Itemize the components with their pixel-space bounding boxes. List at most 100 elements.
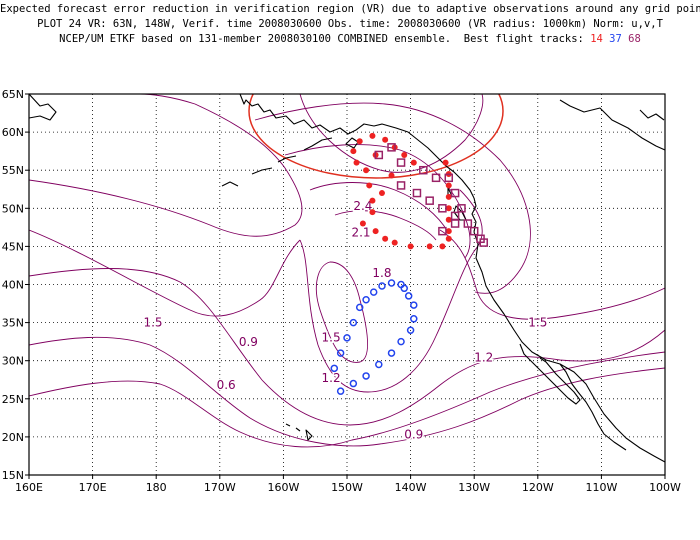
header-line-2: PLOT 24 VR: 63N, 148W, Verif. time 20080… [37,18,663,30]
contour-label: 0.9 [404,427,423,441]
track-14-point [356,138,363,145]
track-label-14: 14 [590,33,603,45]
track-14-point [445,216,452,223]
x-tick-label: 150W [331,481,363,494]
us-west-coast [473,231,665,463]
hawaii-2 [295,427,301,432]
track-37-point [355,303,364,312]
hawaii-3 [305,429,313,441]
contour-label: 1.5 [322,331,341,345]
aleutian-2 [251,167,273,175]
contour-1-5-west [29,229,301,317]
flight-tracks [330,132,488,395]
contour-label: 1.2 [474,350,493,364]
map-axes: 160E 170E 180 170W 160W 150W 140W 130W 120W 110W 1… [2,88,681,494]
track-14-point [445,235,452,242]
y-tick-label: 25N [2,393,24,406]
map-gridlines [29,94,665,475]
y-tick-label: 55N [2,164,24,177]
track-68-point [438,204,447,213]
contour-1-5-east [439,229,665,320]
track-14-point [366,182,373,189]
track-14-point [442,159,449,166]
x-tick-label: 110W [585,481,617,494]
x-tick-label: 180 [146,481,167,494]
y-tick-label: 20N [2,431,24,444]
mexico-gulf-coast [559,363,627,451]
track-label-37: 37 [609,33,622,45]
map-header: Expected forecast error reduction in ver… [0,2,700,47]
contour-inner-5 [299,94,484,173]
contour-1-8 [316,261,369,363]
hawaii-1 [285,423,291,427]
header-line-3: NCEP/UM ETKF based on 131-member 2008030… [0,32,700,47]
kodiak [345,137,359,149]
contour-inner-1 [254,102,531,294]
track-68-point [419,165,428,175]
contour-labels: 0.6 0.9 1.5 1.8 1.5 1.2 0.9 1.2 1.5 2.4 2.1 [142,197,549,443]
contour-lines [29,94,665,448]
track-37-point [387,279,396,287]
flight-track-14 [350,132,452,250]
x-tick-label: 170E [79,481,107,494]
track-14-point [369,132,376,139]
track-68-point [387,143,396,152]
flight-track-37 [330,279,418,395]
contour-label: 1.5 [143,315,162,329]
track-14-point [445,205,452,212]
track-14-point [445,182,452,189]
track-14-point [401,151,408,158]
track-68-point [396,181,406,190]
aleutian-1 [221,181,239,187]
track-68-point [463,219,473,228]
x-tick-label: 140W [395,481,427,494]
header-line-3-prefix: NCEP/UM ETKF based on 131-member 2008030… [59,33,591,45]
track-37-point [343,334,351,342]
track-37-point [378,282,386,290]
y-tick-label: 40N [2,279,24,292]
track-37-point [369,288,378,296]
northern-canada [559,99,665,151]
contour-1-2-west [29,268,665,426]
track-14-point [439,243,446,250]
contour-label: 2.4 [353,199,372,213]
track-14-point [426,243,433,250]
track-37-point [406,326,415,334]
track-14-point [391,239,398,246]
y-tick-label: 60N [2,126,24,139]
track-14-point [369,197,376,204]
track-14-point [363,167,370,174]
track-37-point [397,337,405,346]
flight-track-68 [374,143,488,247]
track-37-point [404,292,413,300]
contour-label: 1.5 [528,315,547,329]
track-14-point [378,190,385,197]
baja-california [519,343,581,405]
track-37-point [375,360,383,369]
track-68-point [374,150,384,160]
bc-coast [471,197,477,233]
track-37-point [330,364,339,373]
track-68-point [425,196,434,205]
track-14-point [382,136,389,143]
contour-2nd-lobe [299,189,483,393]
track-68-point [450,219,460,228]
track-14-point [350,148,357,155]
y-tick-label: 45N [2,240,24,253]
track-14-point [445,228,452,235]
track-68-point [450,188,460,198]
y-tick-label: 50N [2,202,24,215]
alaska-coast [239,94,475,199]
x-tick-label: 120W [522,481,554,494]
contour-label: 0.6 [217,378,236,392]
track-37-point [400,284,408,293]
x-tick-label: 130W [458,481,490,494]
verification-region-circle [248,94,504,179]
track-68-point [444,173,454,183]
track-68-point [438,226,447,236]
track-14-point [388,172,395,179]
y-tick-label: 30N [2,355,24,368]
contour-outer-lobe [29,94,303,237]
track-68-point [457,204,466,213]
